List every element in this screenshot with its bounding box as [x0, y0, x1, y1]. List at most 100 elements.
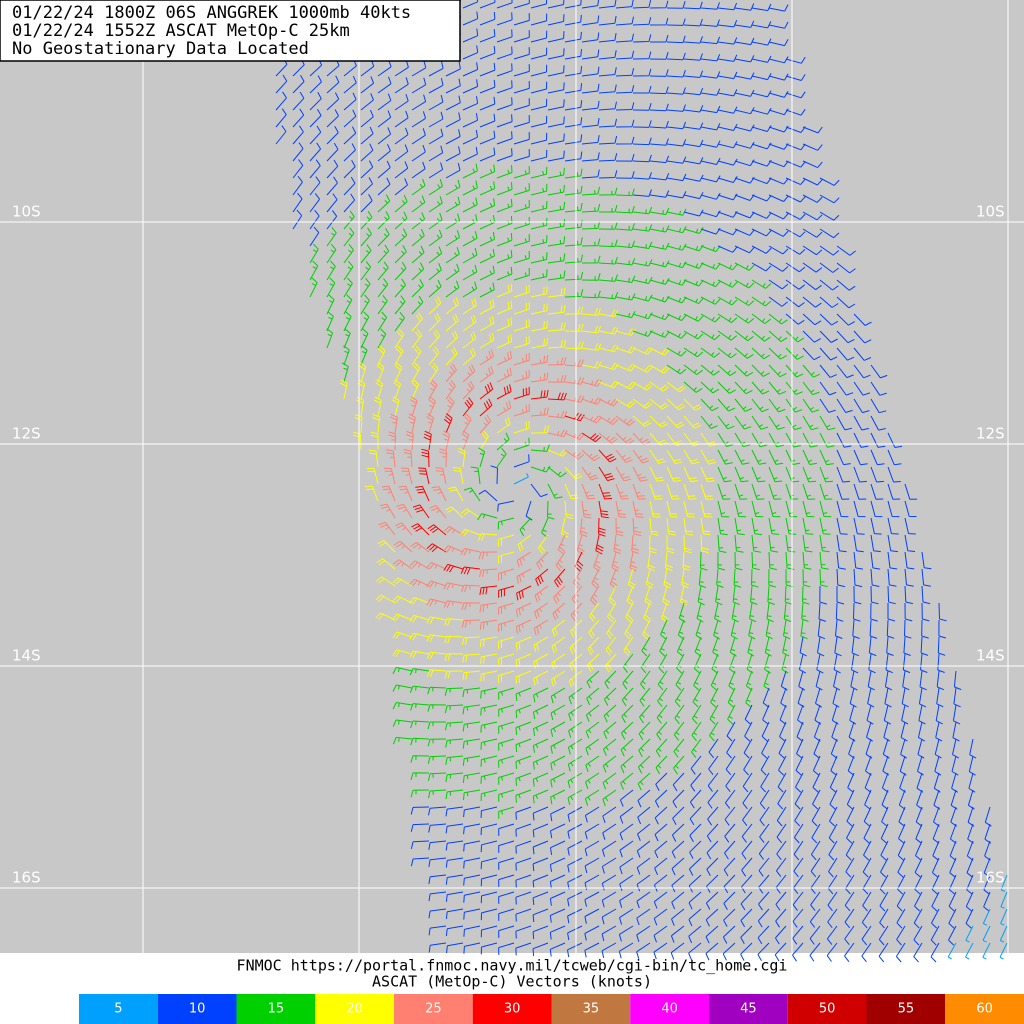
wind-barb [683, 87, 704, 96]
wind-barb [547, 483, 563, 499]
wind-barb [326, 176, 338, 196]
wind-barb [598, 292, 619, 300]
wind-barb [479, 232, 495, 247]
wind-barb [717, 279, 738, 288]
wind-barb [649, 483, 663, 500]
wind-barb [706, 823, 719, 843]
wind-barb [615, 102, 635, 111]
wind-barb [394, 228, 408, 247]
wind-barb [360, 126, 374, 145]
wind-barb [632, 154, 652, 163]
wind-barb [394, 522, 413, 536]
wind-barb [811, 823, 821, 844]
wind-barb [870, 500, 883, 518]
wind-barb [603, 721, 617, 740]
wind-barb [463, 874, 481, 886]
wind-barb [793, 823, 804, 844]
wind-barb [819, 517, 831, 535]
wind-barb [930, 925, 940, 946]
wind-barb [470, 466, 481, 485]
wind-barb [581, 203, 601, 213]
wind-barb [360, 345, 368, 366]
wind-barb [666, 381, 686, 393]
wind-barb [444, 687, 464, 696]
wind-barb [722, 925, 736, 944]
wind-barb [751, 228, 772, 237]
wind-barb [670, 925, 685, 943]
wind-barb [723, 891, 736, 910]
wind-barb [726, 738, 736, 759]
wind-barb [309, 277, 318, 298]
wind-barb [496, 367, 512, 383]
wind-barb [853, 483, 867, 500]
wind-barb [751, 347, 771, 360]
wind-barb [392, 595, 413, 604]
wind-barb [836, 398, 853, 413]
wind-barb [649, 398, 669, 410]
wind-barb [343, 277, 353, 298]
wind-barb [749, 602, 757, 623]
wind-barb [622, 670, 634, 690]
wind-barb [479, 382, 494, 400]
wind-barb [869, 619, 878, 639]
wind-barb [836, 534, 847, 553]
wind-barb [810, 840, 821, 861]
wind-barb [460, 508, 481, 519]
wind-barb [496, 384, 512, 400]
wind-barb [866, 721, 873, 742]
wind-barb [513, 403, 530, 417]
wind-barb [710, 687, 719, 708]
wind-barb [921, 602, 930, 622]
wind-barb [534, 602, 549, 619]
wind-barb [598, 222, 618, 230]
wind-barb [844, 891, 855, 912]
wind-barb [717, 2, 738, 11]
wind-barb [427, 738, 447, 747]
wind-barb [513, 166, 530, 179]
wind-barb [887, 551, 898, 570]
wind-barb [637, 806, 651, 825]
wind-barb [707, 772, 719, 792]
wind-barb [598, 415, 619, 425]
wind-barb [619, 908, 634, 925]
wind-barb [479, 181, 496, 196]
wind-barb [515, 619, 532, 634]
wind-barb [603, 704, 617, 723]
wind-barb [428, 891, 447, 902]
wind-barb [445, 908, 464, 919]
wind-barb [861, 942, 872, 963]
wind-barb [853, 398, 870, 414]
wind-barb [819, 177, 840, 186]
wind-barb [852, 619, 860, 639]
wind-barb [394, 194, 408, 213]
wind-barb [627, 568, 636, 589]
wind-barb [530, 115, 548, 128]
wind-barb [418, 467, 430, 485]
wind-barb [602, 772, 617, 790]
wind-barb [429, 505, 447, 519]
wind-barb [615, 328, 636, 336]
wind-barb [615, 171, 635, 179]
wind-barb [827, 874, 838, 895]
wind-barb [292, 108, 305, 128]
wind-barb [462, 670, 481, 680]
wind-barb [904, 483, 918, 500]
wind-barb [589, 602, 600, 622]
wind-barb [902, 653, 911, 674]
wind-barb [309, 226, 320, 247]
wind-barb [683, 398, 702, 411]
wind-barb [853, 585, 862, 605]
wind-barb [802, 398, 820, 413]
wind-barb [802, 381, 820, 396]
wind-barb [462, 163, 478, 179]
wind-barb [819, 398, 836, 413]
wind-barb [443, 582, 464, 591]
wind-barb [409, 578, 430, 587]
wind-barb [887, 500, 900, 518]
wind-barb [649, 0, 669, 9]
wind-barb [936, 687, 944, 708]
wind-barb [683, 381, 703, 393]
wind-barb [581, 255, 601, 264]
wind-barb [785, 91, 806, 99]
wind-barb [554, 568, 566, 588]
